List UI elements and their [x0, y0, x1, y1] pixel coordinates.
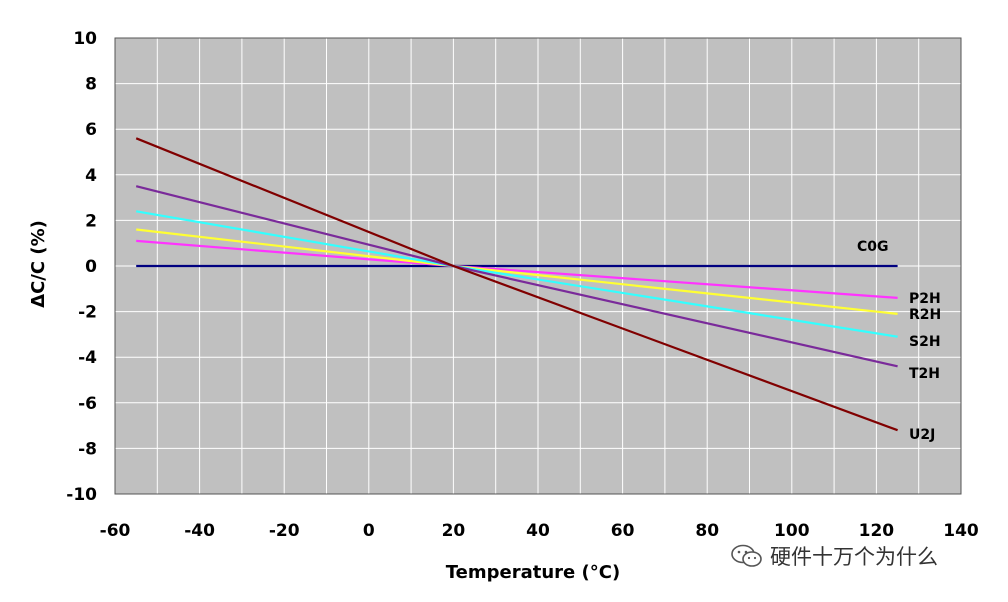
- y-tick-label: -6: [78, 394, 97, 414]
- x-tick-label: -20: [269, 521, 300, 541]
- x-tick-label: 140: [943, 521, 979, 541]
- series-label-u2j: U2J: [909, 427, 935, 443]
- x-tick-label: -60: [100, 521, 131, 541]
- series-label-s2h: S2H: [909, 334, 941, 350]
- y-tick-label: 10: [73, 29, 97, 49]
- x-tick-label: 100: [774, 521, 810, 541]
- x-axis-title: Temperature (°C): [446, 562, 620, 583]
- series-label-p2h: P2H: [909, 291, 941, 307]
- plot-border: [114, 37, 962, 495]
- x-tick-label: 0: [363, 521, 375, 541]
- x-tick-label: 60: [611, 521, 635, 541]
- y-tick-label: 2: [85, 211, 97, 231]
- watermark: 硬件十万个为什么: [730, 541, 938, 571]
- y-tick-label: -8: [78, 439, 97, 459]
- series-line-u2j: [135, 137, 898, 432]
- y-tick-label: 6: [85, 120, 97, 140]
- x-tick-label: -40: [184, 521, 215, 541]
- x-tick-labels: -60 -40 -20 0 20 40 60 80 100 120 140: [100, 521, 979, 541]
- y-tick-label: 8: [85, 75, 97, 95]
- x-tick-label: 20: [442, 521, 466, 541]
- y-axis-title: ΔC/C (%): [28, 220, 49, 308]
- series-lines: [135, 137, 898, 432]
- y-tick-label: -4: [78, 348, 97, 368]
- watermark-text: 硬件十万个为什么: [770, 545, 938, 569]
- y-tick-labels: -10 -8 -6 -4 -2 0 2 4 6 8 10: [66, 29, 97, 505]
- y-tick-label: 0: [85, 257, 97, 277]
- x-tick-label: 80: [695, 521, 719, 541]
- x-tick-label: 40: [526, 521, 550, 541]
- series-label-t2h: T2H: [909, 366, 940, 382]
- y-tick-label: -2: [78, 303, 97, 323]
- y-tick-label: 4: [85, 166, 97, 186]
- y-tick-label: -10: [66, 485, 97, 505]
- series-label-c0g: C0G: [857, 239, 889, 255]
- wechat-icon: [731, 544, 762, 567]
- x-tick-label: 120: [859, 521, 895, 541]
- series-label-r2h: R2H: [909, 307, 941, 323]
